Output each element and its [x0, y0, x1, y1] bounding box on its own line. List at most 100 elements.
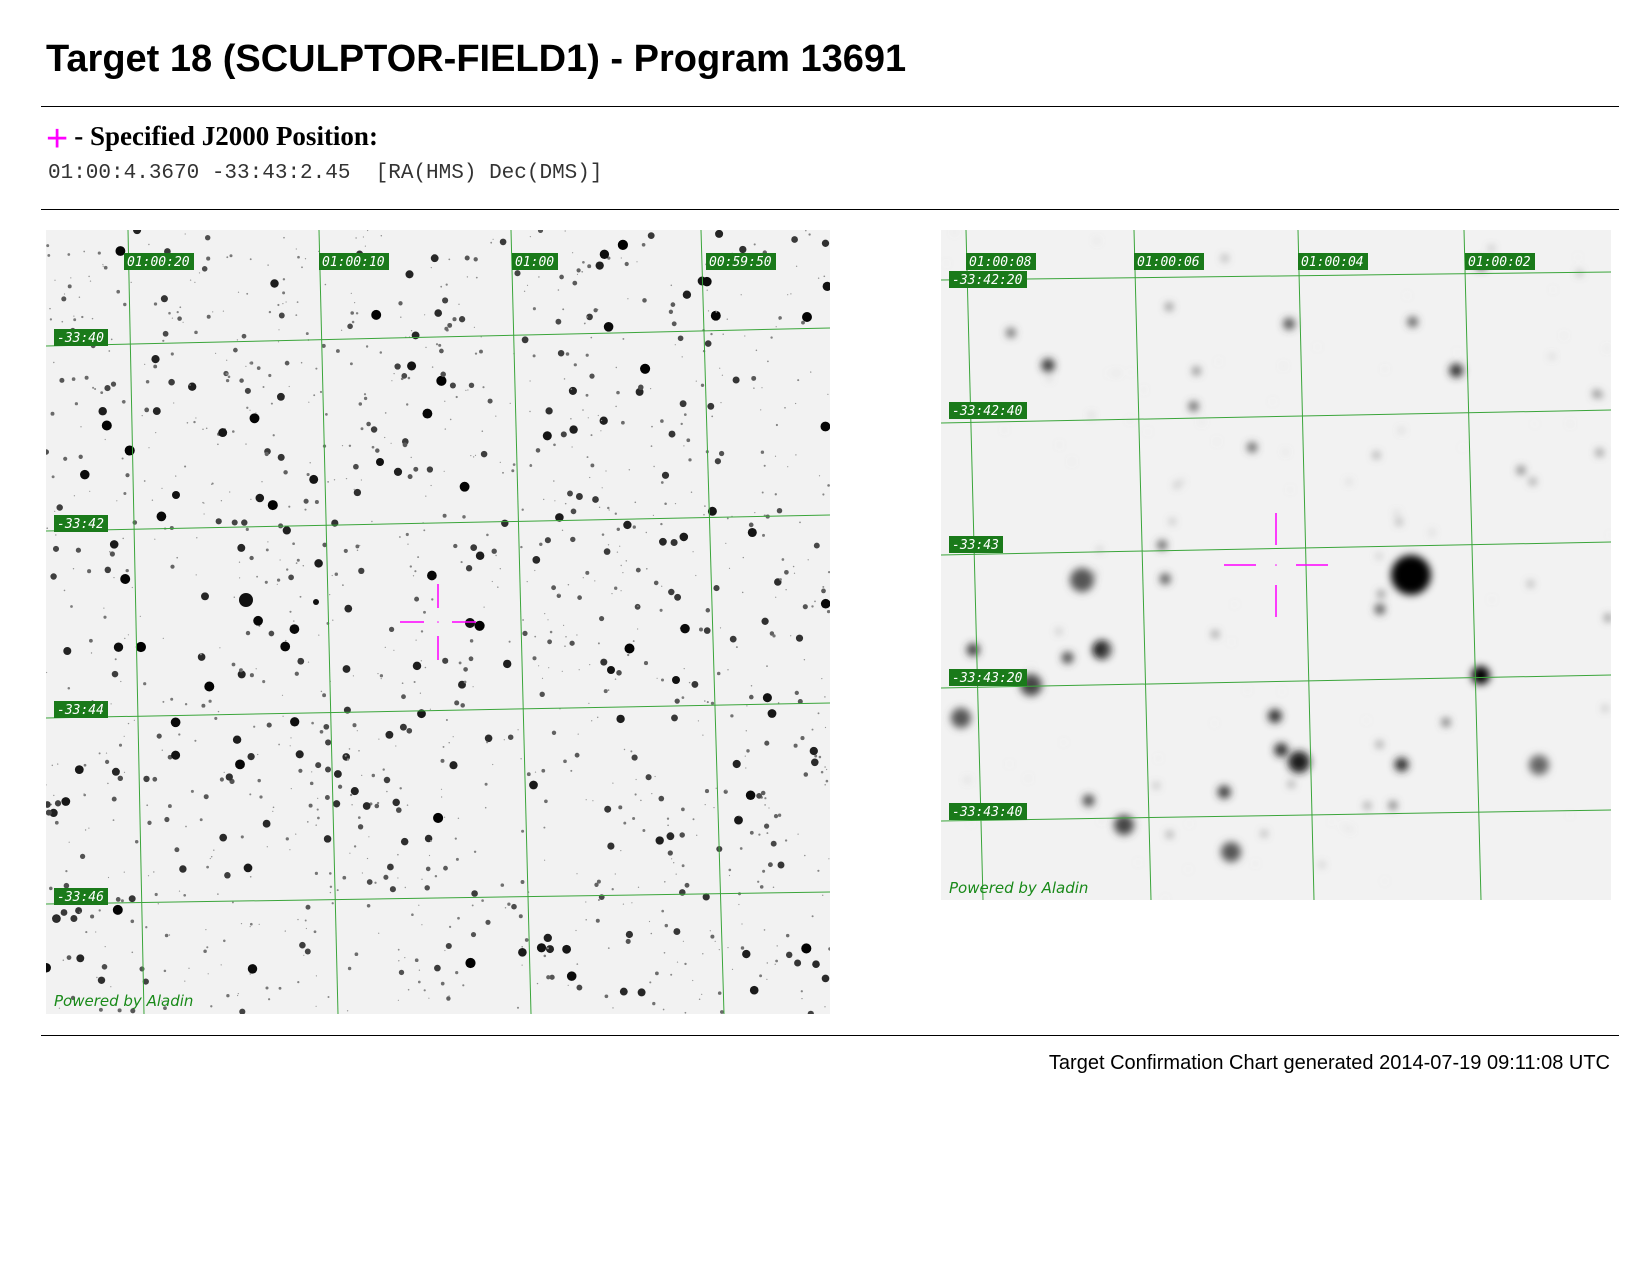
star — [249, 673, 254, 678]
star — [759, 974, 763, 978]
star — [210, 855, 213, 858]
star — [814, 754, 818, 758]
star — [266, 846, 268, 848]
star — [583, 322, 586, 325]
star — [473, 326, 475, 328]
star — [406, 727, 413, 734]
star — [529, 410, 531, 413]
star — [262, 386, 265, 388]
star — [377, 672, 379, 675]
star — [314, 559, 323, 568]
star — [170, 352, 174, 356]
star — [730, 714, 734, 718]
star — [75, 547, 82, 553]
star — [249, 925, 251, 928]
star — [683, 413, 687, 416]
star — [797, 833, 799, 835]
star — [1166, 831, 1173, 838]
star — [272, 810, 274, 813]
star — [213, 849, 215, 851]
star — [759, 885, 764, 889]
star — [1187, 868, 1189, 871]
star — [295, 833, 297, 835]
star — [492, 238, 494, 240]
star — [67, 253, 71, 256]
star — [474, 352, 478, 355]
star — [754, 512, 756, 514]
star — [1563, 334, 1565, 337]
star — [201, 592, 209, 601]
star — [544, 537, 551, 544]
star — [761, 491, 764, 494]
star — [543, 933, 552, 943]
star — [703, 513, 705, 516]
star — [561, 670, 563, 672]
star — [691, 680, 699, 688]
star — [194, 739, 197, 742]
star — [443, 470, 445, 472]
star — [597, 414, 599, 417]
star — [587, 264, 592, 269]
star — [295, 248, 297, 250]
star — [599, 616, 605, 622]
star — [773, 814, 779, 819]
dec-label-tag — [54, 515, 108, 532]
star — [561, 529, 564, 532]
star — [434, 309, 443, 317]
star — [394, 363, 401, 370]
star — [542, 431, 552, 441]
star — [345, 477, 348, 480]
star — [614, 512, 617, 515]
star — [624, 261, 629, 267]
star — [177, 316, 182, 321]
star — [471, 890, 478, 897]
star — [620, 257, 622, 259]
star — [430, 484, 432, 487]
bright-star — [1391, 555, 1431, 595]
star — [720, 401, 722, 404]
star — [152, 776, 158, 782]
star — [502, 471, 504, 474]
star — [775, 326, 777, 328]
star — [627, 298, 629, 300]
star — [710, 701, 715, 706]
star — [449, 418, 452, 421]
star — [361, 872, 363, 874]
star — [268, 630, 275, 637]
star — [424, 666, 427, 669]
star — [239, 577, 241, 579]
star — [98, 1007, 103, 1012]
star — [118, 743, 123, 747]
star — [801, 943, 812, 954]
star — [541, 768, 546, 773]
star — [440, 981, 445, 986]
star — [623, 520, 632, 530]
star — [153, 302, 158, 306]
dec-grid-line — [941, 271, 1611, 281]
star — [1174, 483, 1179, 488]
star — [1529, 478, 1536, 485]
position-label: - Specified J2000 Position: — [74, 121, 378, 151]
star — [91, 317, 94, 320]
star — [182, 321, 184, 323]
star — [797, 698, 803, 705]
star — [103, 607, 105, 609]
star — [139, 615, 141, 617]
star — [468, 382, 475, 389]
star — [604, 805, 612, 813]
ra-label-tag — [124, 253, 194, 270]
star — [387, 863, 394, 871]
star — [164, 816, 170, 823]
star — [522, 619, 524, 621]
star — [75, 907, 83, 915]
star-field — [945, 231, 1611, 900]
ra-label: 01:00:06 — [1137, 255, 1200, 270]
star — [296, 558, 300, 562]
star — [625, 930, 634, 939]
star — [231, 901, 234, 904]
star — [1373, 452, 1380, 459]
star — [707, 402, 715, 410]
star — [673, 928, 681, 936]
star — [302, 564, 305, 567]
star — [807, 1010, 814, 1014]
